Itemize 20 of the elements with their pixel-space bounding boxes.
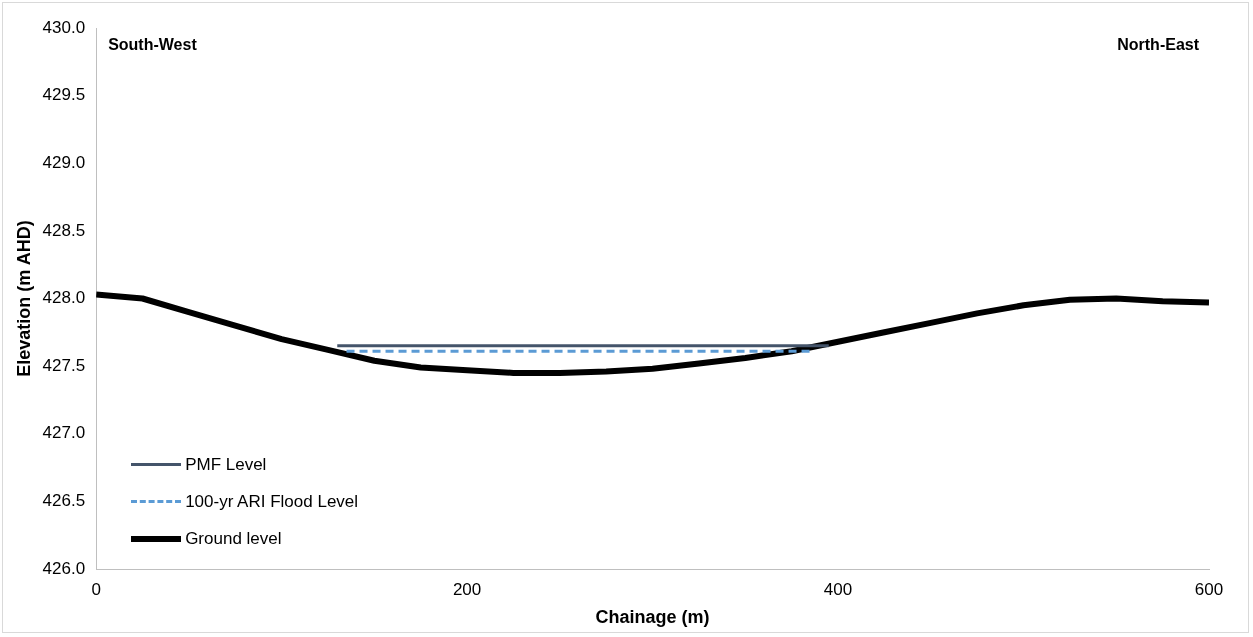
y-tick-label: 427.0: [42, 423, 86, 443]
x-tick-label: 600: [1194, 579, 1224, 599]
x-tick-label: 0: [91, 579, 101, 599]
x-tick-label: 200: [452, 579, 482, 599]
annotation: South-West: [108, 36, 198, 54]
y-tick-label: 428.0: [42, 288, 86, 308]
x-tick-label: 400: [823, 579, 853, 599]
y-tick-label: 429.5: [42, 85, 86, 105]
legend-label: Ground level: [185, 528, 282, 549]
legend-label: PMF Level: [185, 454, 267, 475]
y-tick-label: 429.0: [42, 152, 86, 172]
y-tick-label: 430.0: [42, 17, 86, 37]
y-tick-label: 426.5: [42, 491, 86, 511]
legend-label: 100-yr ARI Flood Level: [185, 491, 359, 512]
x-axis-title: Chainage (m): [595, 607, 710, 628]
y-tick-label: 428.5: [42, 220, 86, 240]
y-tick-label: 426.0: [42, 558, 86, 578]
y-tick-label: 427.5: [42, 355, 86, 375]
y-axis-title: Elevation (m AHD): [13, 220, 34, 377]
annotation: North-East: [1117, 36, 1200, 54]
